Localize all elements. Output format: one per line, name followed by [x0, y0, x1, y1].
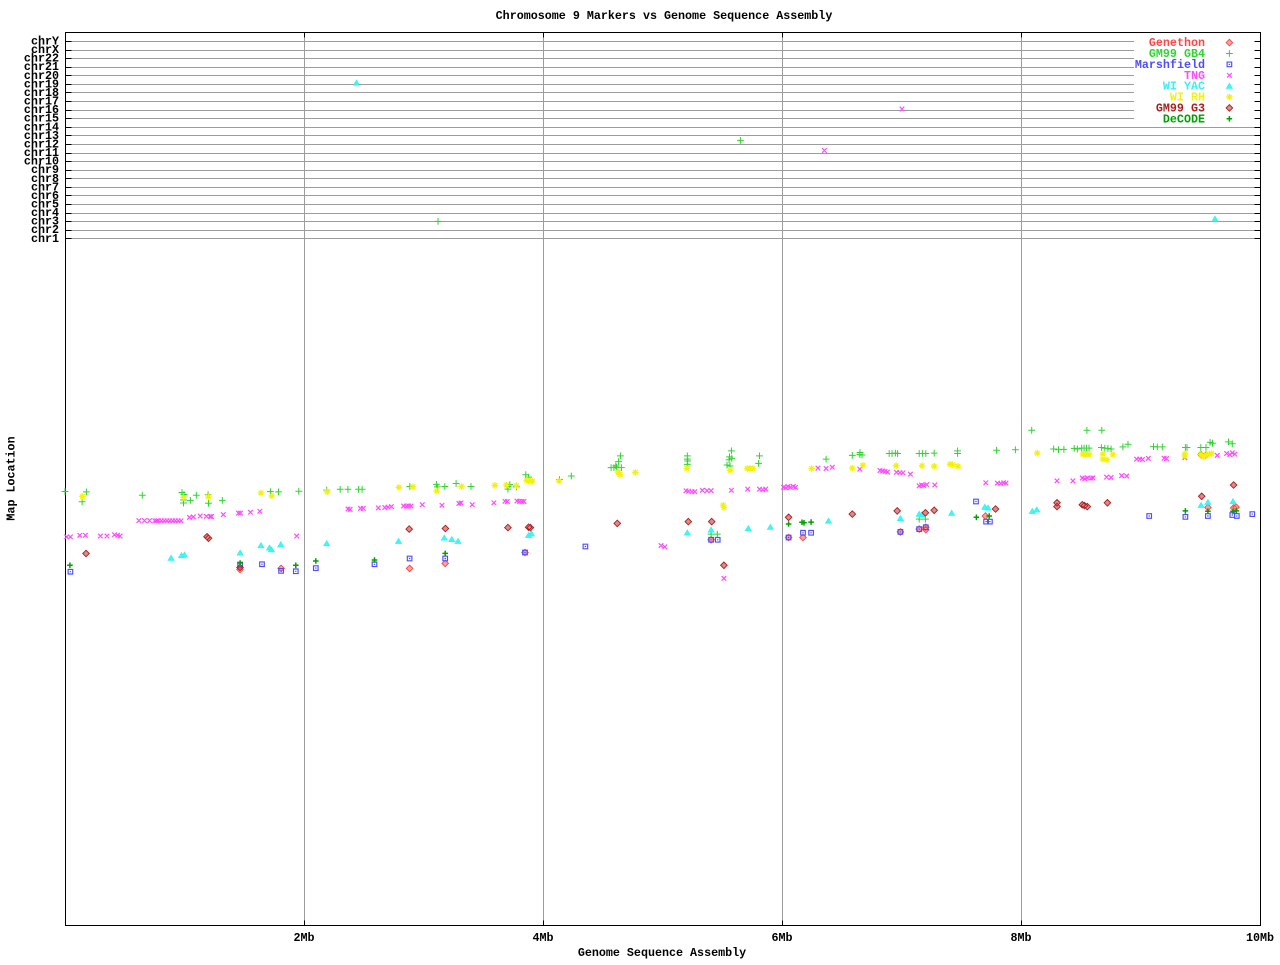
svg-text:chr13: chr13 [24, 129, 59, 143]
svg-text:chr17: chr17 [24, 95, 59, 109]
svg-text:4Mb: 4Mb [532, 931, 553, 945]
svg-text:2Mb: 2Mb [293, 931, 314, 945]
svg-text:chr21: chr21 [24, 60, 59, 74]
svg-text:chr16: chr16 [24, 103, 59, 117]
svg-text:chrY: chrY [31, 35, 59, 49]
svg-text:TNG: TNG [1184, 69, 1205, 83]
svg-text:chr10: chr10 [24, 155, 59, 169]
svg-text:chr7: chr7 [31, 180, 59, 194]
svg-text:GM99 GB4: GM99 GB4 [1149, 47, 1205, 61]
svg-text:Genome Sequence Assembly: Genome Sequence Assembly [578, 946, 746, 960]
svg-text:chr19: chr19 [24, 77, 59, 91]
svg-text:Genethon: Genethon [1149, 36, 1205, 50]
svg-text:chr5: chr5 [31, 198, 59, 212]
svg-text:chr3: chr3 [31, 215, 59, 229]
svg-text:WI YAC: WI YAC [1163, 80, 1205, 94]
svg-text:Map Location: Map Location [5, 436, 19, 520]
svg-text:chr14: chr14 [24, 120, 59, 134]
svg-text:GM99 G3: GM99 G3 [1156, 101, 1205, 115]
svg-text:chr11: chr11 [24, 146, 59, 160]
svg-text:chr1: chr1 [31, 232, 59, 246]
svg-text:chr2: chr2 [31, 223, 59, 237]
svg-text:DeCODE: DeCODE [1163, 112, 1205, 126]
svg-text:10Mb: 10Mb [1246, 931, 1274, 945]
svg-text:chr20: chr20 [24, 69, 59, 83]
svg-text:Chromosome 9 Markers vs Genome: Chromosome 9 Markers vs Genome Sequence … [496, 9, 833, 23]
svg-text:chr8: chr8 [31, 172, 59, 186]
svg-text:6Mb: 6Mb [771, 931, 792, 945]
svg-text:chr15: chr15 [24, 112, 59, 126]
svg-text:chr6: chr6 [31, 189, 59, 203]
svg-text:chrX: chrX [31, 43, 60, 57]
svg-text:chr22: chr22 [24, 52, 59, 66]
svg-text:chr9: chr9 [31, 163, 59, 177]
svg-text:8Mb: 8Mb [1010, 931, 1031, 945]
svg-text:chr4: chr4 [31, 206, 59, 220]
svg-text:Marshfield: Marshfield [1135, 58, 1205, 72]
svg-text:WI RH: WI RH [1170, 91, 1205, 105]
svg-text:chr12: chr12 [24, 137, 59, 151]
svg-text:chr18: chr18 [24, 86, 59, 100]
